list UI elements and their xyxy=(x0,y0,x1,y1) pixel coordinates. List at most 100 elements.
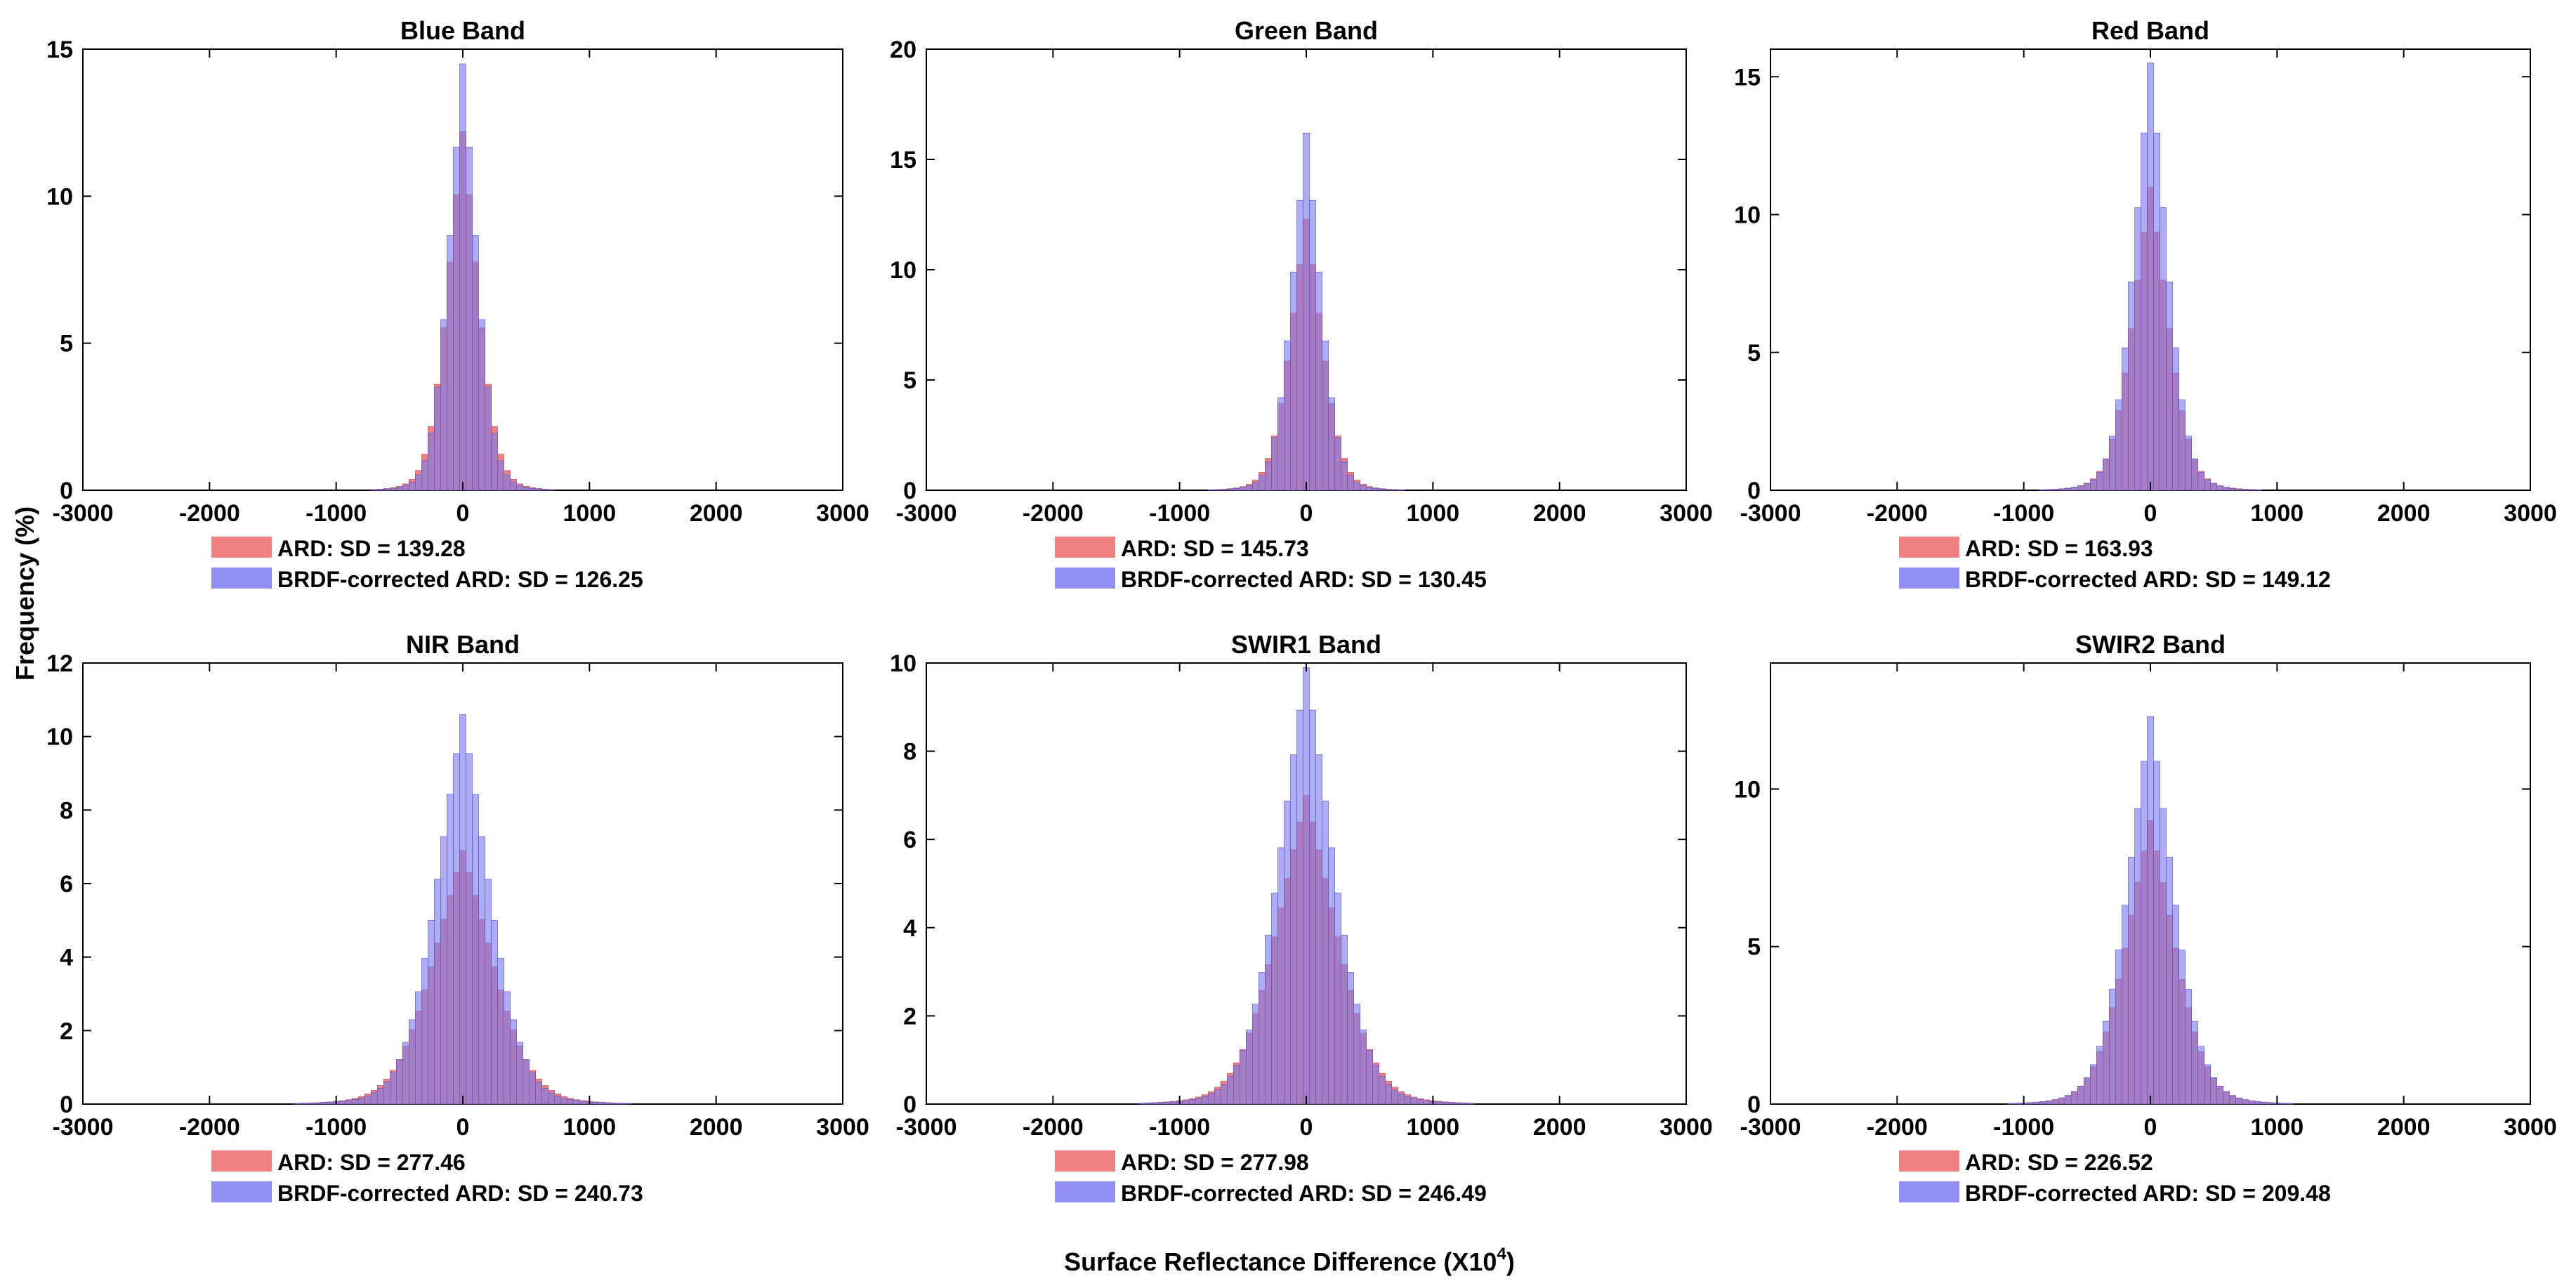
x-tick-label: -2000 xyxy=(1023,500,1084,527)
bar-brdf xyxy=(1315,272,1322,491)
bar-brdf xyxy=(2122,347,2129,491)
bar-brdf xyxy=(1163,1102,1171,1105)
y-tick-label: 15 xyxy=(890,147,916,173)
y-tick-label: 5 xyxy=(60,331,73,357)
bar-brdf xyxy=(2141,133,2148,491)
x-axis-label: Surface Reflectance Difference (X104) xyxy=(1064,1245,1515,1276)
bar-brdf xyxy=(1290,272,1297,491)
bar-brdf xyxy=(497,460,504,491)
bar-brdf xyxy=(1303,133,1310,491)
x-tick-label: -2000 xyxy=(179,500,240,527)
bar-brdf xyxy=(1277,397,1284,491)
bar-brdf xyxy=(2191,1021,2198,1105)
y-tick-label: 10 xyxy=(1734,202,1761,229)
histogram-bars xyxy=(2007,716,2294,1105)
x-tick-label: 3000 xyxy=(1660,1114,1713,1141)
bar-brdf xyxy=(2235,1098,2243,1105)
legend-label-ard: ARD: SD = 277.46 xyxy=(277,1150,466,1175)
bar-brdf xyxy=(485,879,492,1105)
bar-brdf xyxy=(2128,281,2135,491)
bar-brdf xyxy=(2147,63,2154,491)
bar-brdf xyxy=(396,1059,403,1105)
bar-brdf xyxy=(1144,1103,1152,1105)
bar-brdf xyxy=(2204,1064,2211,1105)
x-tick-label: 0 xyxy=(1300,1114,1313,1141)
x-tick-label: 0 xyxy=(2144,500,2157,527)
y-tick-label: 4 xyxy=(60,945,73,971)
bar-brdf xyxy=(1328,847,1335,1105)
bar-brdf xyxy=(1315,754,1322,1105)
panel-title: NIR Band xyxy=(406,630,520,659)
bar-brdf xyxy=(617,1103,625,1105)
x-tick-label: 2000 xyxy=(1533,1114,1586,1141)
bar-brdf xyxy=(2191,459,2198,491)
bar-brdf xyxy=(2039,1101,2046,1105)
x-tick-label: 3000 xyxy=(816,500,869,527)
x-axis-label-main: Surface Reflectance Difference (X10 xyxy=(1064,1247,1497,1276)
bar-brdf xyxy=(1328,397,1335,491)
bar-brdf xyxy=(1233,1065,1240,1105)
y-tick-label: 0 xyxy=(60,478,73,504)
bar-brdf xyxy=(396,487,403,491)
bar-brdf xyxy=(409,1019,416,1105)
bar-brdf xyxy=(535,1081,543,1105)
bar-brdf xyxy=(592,1102,600,1105)
x-axis-label-exponent: 4 xyxy=(1497,1245,1506,1264)
y-tick-label: 0 xyxy=(1747,478,1761,504)
bar-brdf xyxy=(1341,934,1348,1105)
histogram-bars xyxy=(1207,133,1405,491)
y-tick-label: 15 xyxy=(46,37,73,63)
bar-brdf xyxy=(1360,1030,1367,1105)
bar-brdf xyxy=(2103,459,2110,491)
y-axis-label: Frequency (%) xyxy=(11,506,39,681)
y-tick-label: 8 xyxy=(903,739,916,766)
bar-brdf xyxy=(1182,1100,1190,1105)
bar-brdf xyxy=(2185,988,2192,1105)
bar-brdf xyxy=(294,1103,302,1105)
bar-brdf xyxy=(1372,1065,1379,1105)
histogram-bars xyxy=(1138,667,1475,1105)
bar-brdf xyxy=(1296,709,1303,1105)
bar-brdf xyxy=(453,753,460,1105)
bar-brdf xyxy=(390,487,397,491)
bar-brdf xyxy=(453,146,460,491)
bar-brdf xyxy=(2223,1091,2230,1105)
bar-brdf xyxy=(2090,479,2097,491)
bar-brdf xyxy=(573,1100,581,1105)
bar-brdf xyxy=(2216,485,2223,491)
bar-brdf xyxy=(1277,847,1284,1105)
legend-label-ard: ARD: SD = 163.93 xyxy=(1965,536,2153,561)
bar-brdf xyxy=(313,1103,321,1105)
y-tick-label: 12 xyxy=(46,650,73,677)
bar-brdf xyxy=(320,1102,327,1105)
legend-label-brdf: BRDF-corrected ARD: SD = 209.48 xyxy=(1965,1181,2331,1206)
bar-brdf xyxy=(466,753,473,1105)
legend: ARD: SD = 226.52 BRDF-corrected ARD: SD =… xyxy=(1899,1150,2331,1206)
x-tick-label: -1000 xyxy=(1149,1114,1210,1141)
bar-brdf xyxy=(510,481,517,491)
bar-brdf xyxy=(491,920,498,1105)
bar-brdf xyxy=(567,1099,574,1105)
y-tick-label: 10 xyxy=(1734,776,1761,803)
x-tick-label: -1000 xyxy=(1149,500,1210,527)
bar-brdf xyxy=(428,920,435,1105)
bar-brdf xyxy=(339,1101,346,1105)
bar-brdf xyxy=(2058,488,2065,491)
legend: ARD: SD = 139.28 BRDF-corrected ARD: SD =… xyxy=(211,536,643,592)
bar-brdf xyxy=(2134,207,2141,491)
bar-brdf xyxy=(2070,1091,2078,1105)
bar-brdf xyxy=(1341,461,1348,491)
legend-swatch-brdf xyxy=(1055,1181,1115,1202)
legend-swatch-ard xyxy=(1899,1150,1959,1172)
bar-brdf xyxy=(598,1102,606,1105)
bar-brdf xyxy=(504,991,511,1105)
bar-brdf xyxy=(301,1103,308,1105)
legend-swatch-ard xyxy=(1055,537,1115,558)
bar-brdf xyxy=(2096,1046,2103,1105)
bar-brdf xyxy=(2210,483,2217,491)
bar-brdf xyxy=(1284,341,1291,491)
bar-brdf xyxy=(447,235,454,491)
bar-brdf xyxy=(2147,716,2154,1105)
x-tick-label: 0 xyxy=(456,500,470,527)
y-tick-label: 5 xyxy=(1747,340,1761,367)
